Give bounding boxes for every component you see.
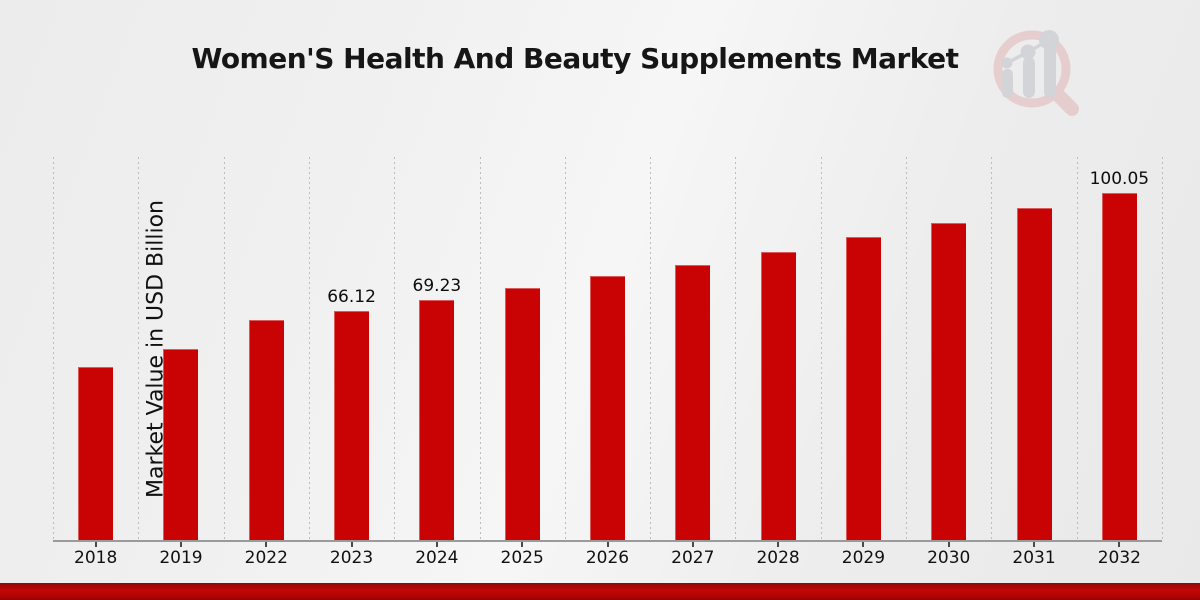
bar-2032 (1101, 193, 1137, 540)
x-tick (1033, 542, 1036, 547)
x-tick (94, 542, 97, 547)
gridline (735, 157, 737, 540)
bar-2022 (248, 320, 284, 540)
x-tick (265, 542, 268, 547)
chart-title: Women'S Health And Beauty Supplements Ma… (191, 42, 959, 75)
x-tick-label-2027: 2027 (671, 548, 715, 568)
bar-2023 (334, 310, 370, 540)
x-tick-label-2028: 2028 (756, 548, 800, 568)
x-tick (179, 542, 182, 547)
bar-2018 (78, 366, 114, 540)
x-tick-label-2022: 2022 (244, 548, 288, 568)
x-tick (777, 542, 780, 547)
bar-2028 (760, 252, 796, 540)
gridline (479, 157, 481, 540)
gridline (138, 157, 140, 540)
gridline (223, 157, 225, 540)
bar-value-label-2023: 66.12 (327, 286, 376, 307)
gridline (53, 157, 54, 540)
bar-2030 (931, 223, 967, 540)
magnifier-bar-chart-logo (993, 30, 1079, 116)
bar-2026 (590, 276, 625, 540)
bar-2019 (163, 348, 199, 540)
bar-2029 (845, 236, 881, 540)
logo-bars-icon (1001, 30, 1059, 98)
x-axis-line (53, 540, 1162, 542)
x-tick-label-2018: 2018 (74, 548, 118, 568)
x-tick (435, 542, 438, 547)
gridline (1162, 157, 1163, 540)
bar-2024 (419, 299, 455, 540)
gridline (564, 157, 566, 540)
gridline (906, 157, 908, 540)
bar-2031 (1016, 208, 1052, 540)
x-tick (1118, 542, 1121, 547)
x-tick (947, 542, 950, 547)
x-tick-label-2030: 2030 (927, 548, 971, 568)
x-tick-label-2031: 2031 (1012, 548, 1056, 568)
x-tick-label-2024: 2024 (415, 548, 459, 568)
x-tick (606, 542, 609, 547)
magnifier-icon (993, 30, 1079, 116)
bar-value-label-2032: 100.05 (1089, 169, 1150, 189)
x-tick (350, 542, 353, 547)
x-tick-label-2019: 2019 (159, 548, 203, 568)
x-tick-label-2029: 2029 (841, 548, 886, 568)
x-tick-label-2023: 2023 (329, 548, 374, 568)
gridline (820, 157, 822, 540)
x-tick (862, 542, 865, 547)
x-tick-label-2032: 2032 (1097, 548, 1141, 568)
x-tick-label-2025: 2025 (500, 548, 544, 568)
bar-value-label-2024: 69.23 (412, 275, 462, 296)
x-tick (521, 542, 524, 547)
gridline (394, 157, 396, 540)
gridline (991, 157, 993, 540)
gridline (1076, 157, 1078, 540)
plot-area: Market Value in USD Billion 66.12 69.23 10… (53, 157, 1163, 568)
x-tick-label-2026: 2026 (585, 548, 630, 568)
gridline (650, 157, 652, 540)
bar-2025 (504, 287, 540, 540)
gridline (308, 157, 310, 540)
bar-2027 (675, 264, 711, 540)
footer-band (0, 583, 1200, 600)
x-tick (691, 542, 694, 547)
